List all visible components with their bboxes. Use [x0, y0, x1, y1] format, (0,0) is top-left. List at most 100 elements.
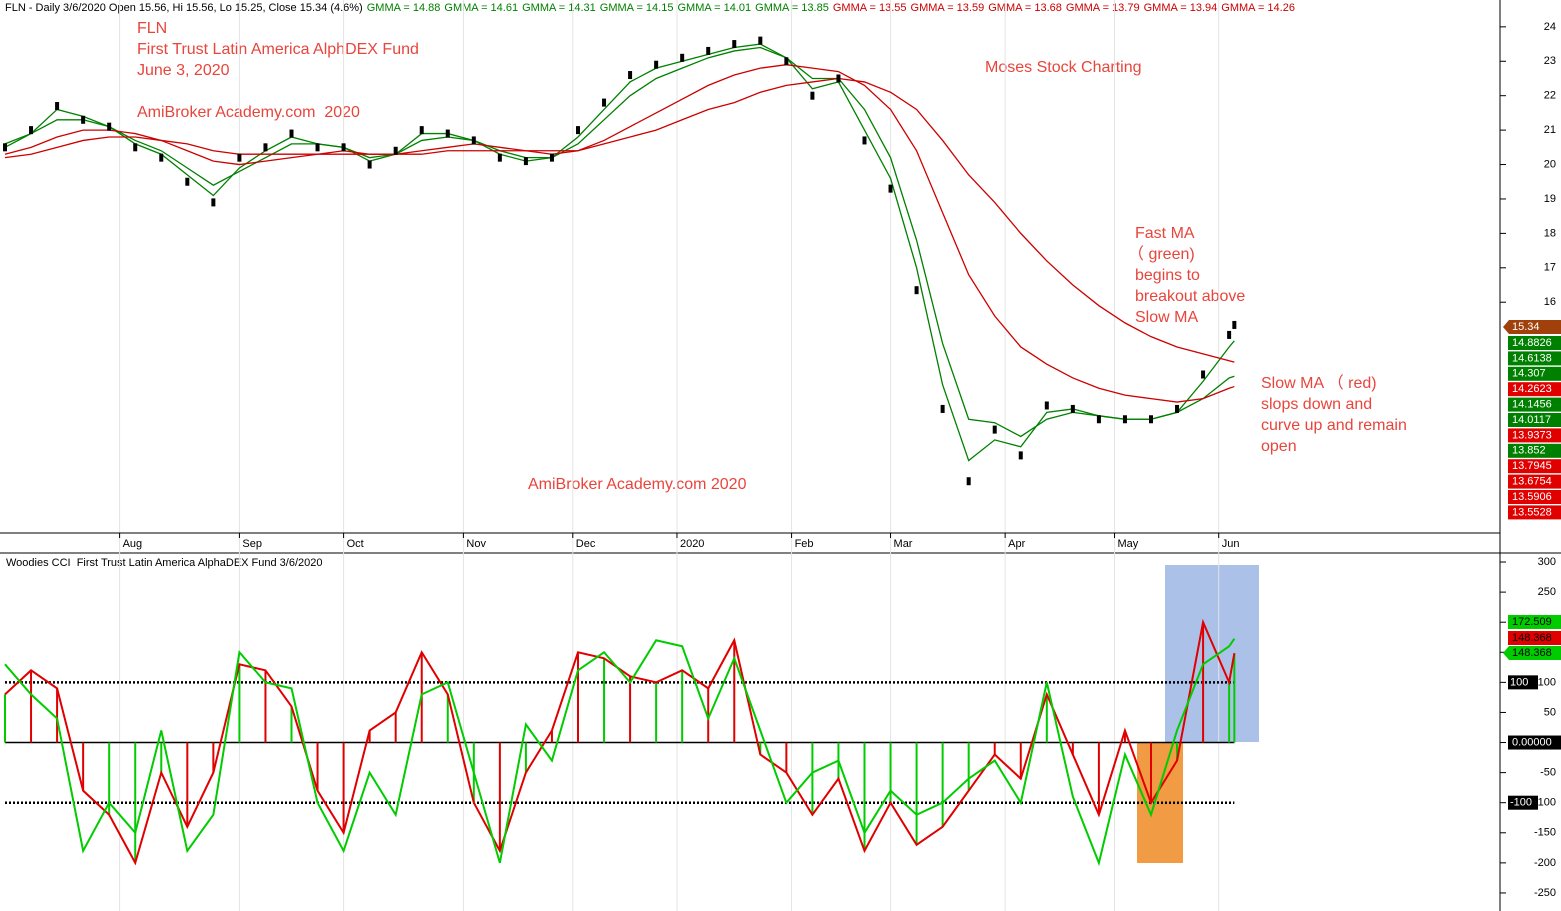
price-bar: [367, 160, 372, 169]
y-tick-label: 16: [1544, 296, 1556, 308]
price-bar: [263, 143, 268, 152]
level-label: 100: [1510, 676, 1528, 688]
cci-histogram-bar: [707, 688, 710, 743]
y-tick-label: 20: [1544, 158, 1556, 170]
y-tick-label: 24: [1544, 21, 1556, 33]
value-box: [1508, 459, 1561, 474]
price-bar: [784, 57, 789, 66]
annotation: breakout above: [1135, 288, 1245, 305]
cci-title: Woodies CCI First Trust Latin America Al…: [6, 557, 323, 569]
annotation: （ green): [1128, 245, 1195, 263]
value-box-label: 148.368: [1512, 632, 1552, 644]
value-box-label: 14.0117: [1512, 414, 1551, 426]
annotation: curve up and remain: [1261, 417, 1407, 434]
cci-histogram-bar: [316, 742, 319, 791]
gmma-line: [4, 64, 1235, 403]
y-tick-label: 22: [1544, 90, 1556, 102]
price-bar: [159, 153, 164, 162]
x-tick-label: Jun: [1222, 538, 1240, 550]
value-box: [1508, 443, 1561, 458]
price-bar: [1096, 415, 1101, 424]
cci-histogram-bar: [56, 688, 59, 743]
value-box: [1508, 428, 1561, 443]
gmma-label: GMMA = 14.31: [522, 2, 596, 14]
price-bar: [341, 143, 346, 152]
annotation: First Trust Latin America AlphDEX Fund: [137, 41, 419, 58]
price-bar: [1175, 404, 1180, 413]
y-tick-label: -250: [1534, 887, 1556, 899]
cci-histogram-bar: [368, 730, 371, 743]
cci-histogram-bar: [733, 640, 736, 743]
price-bar: [1227, 330, 1232, 339]
gmma-label: GMMA = 13.94: [1144, 2, 1218, 14]
value-box-label: 15.34: [1512, 321, 1540, 333]
value-box-label: 14.307: [1512, 368, 1546, 380]
price-bar: [471, 136, 476, 145]
value-box: [1508, 413, 1561, 427]
cci-histogram-bar: [967, 742, 970, 791]
cci-histogram-bar: [941, 742, 944, 827]
annotation: AmiBroker Academy.com 2020: [528, 476, 747, 493]
value-box-label: 13.7945: [1512, 460, 1552, 472]
y-tick-label: -200: [1534, 857, 1556, 869]
price-bar: [914, 286, 919, 295]
price-bar: [237, 153, 242, 162]
price-bar: [419, 126, 424, 135]
cci-histogram-bar: [1019, 742, 1022, 779]
price-bar: [1122, 415, 1127, 424]
price-bar: [289, 129, 294, 138]
price-bar: [732, 40, 737, 49]
value-box: [1508, 366, 1561, 381]
cci-line: [4, 618, 1236, 866]
cci-histogram-bar: [342, 742, 345, 833]
y-tick-label: 250: [1538, 586, 1556, 598]
price-bar: [81, 115, 86, 124]
y-tick-label: -100: [1534, 797, 1556, 809]
price-bar: [211, 198, 216, 207]
value-box: [1508, 474, 1561, 489]
gmma-line: [4, 46, 1235, 438]
value-box-label: 172.509: [1512, 616, 1552, 628]
x-tick-label: Feb: [795, 538, 814, 550]
cci-histogram-bar: [524, 742, 527, 773]
annotations: FLN First Trust Latin America AlphDEX Fu…: [137, 20, 1407, 493]
value-box-label: 13.852: [1512, 445, 1546, 457]
x-tick-label: Aug: [123, 538, 143, 550]
cci-histogram-bar: [1071, 742, 1074, 755]
value-box: [1508, 382, 1561, 397]
zero-box: [1508, 735, 1561, 750]
gmma-label: GMMA = 14.26: [1221, 2, 1295, 14]
annotation: FLN: [137, 20, 167, 37]
value-box: [1508, 631, 1561, 645]
cci-histogram-bar: [915, 742, 918, 845]
cci-histogram-bar: [993, 742, 996, 755]
value-box: [1503, 320, 1561, 334]
header: FLN - Daily 3/6/2020 Open 15.56, Hi 15.5…: [5, 2, 1295, 14]
price-bar: [1232, 320, 1237, 329]
x-tick-label: Mar: [894, 538, 913, 550]
price-bar: [680, 53, 685, 62]
cci-histogram-bar: [681, 670, 684, 743]
cci-histogram-bar: [394, 712, 397, 743]
gmma-label: GMMA = 13.59: [911, 2, 985, 14]
annotation: Fast MA: [1135, 225, 1195, 242]
value-box: [1508, 490, 1561, 504]
value-box: [1508, 336, 1561, 350]
price-bar: [628, 71, 633, 80]
cci-histogram-bar: [1228, 682, 1231, 743]
price-bar: [523, 157, 528, 166]
cci-histogram-bar: [576, 652, 579, 743]
annotation: begins to: [1135, 267, 1200, 284]
value-box: [1508, 505, 1561, 520]
value-box-label: 13.5906: [1512, 491, 1552, 503]
value-box-label: 14.8826: [1512, 337, 1552, 349]
value-box: [1508, 615, 1561, 629]
annotation: open: [1261, 438, 1297, 455]
cci-histogram-bar: [290, 706, 293, 743]
price-bar: [575, 126, 580, 135]
x-tick-label: Dec: [576, 538, 596, 550]
gmma-label: GMMA = 14.15: [600, 2, 674, 14]
y-tick-label: 50: [1544, 706, 1556, 718]
x-tick-label: Apr: [1008, 538, 1025, 550]
